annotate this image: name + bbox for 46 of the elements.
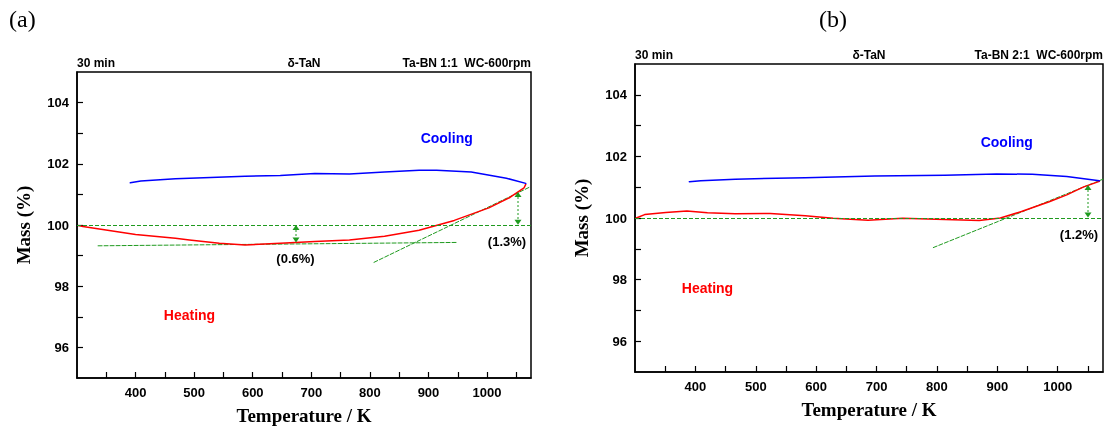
- text: Ta-BN 1:1 WC-600rpm: [402, 56, 531, 70]
- chart-title: (b): [819, 6, 847, 32]
- y-tick-label: 98: [54, 278, 69, 294]
- y-axis-title: Mass (%): [571, 178, 593, 258]
- text: δ-TaN: [852, 48, 886, 62]
- annotation: (0.6%): [276, 251, 315, 267]
- line-series: [688, 173, 1101, 183]
- series-label: Cooling: [980, 133, 1033, 150]
- x-tick-label: 500: [183, 385, 206, 400]
- x-tick-label: 500: [744, 379, 767, 394]
- text: δ-TaN: [287, 56, 321, 70]
- text: Ta-BN 2:1 WC-600rpm: [974, 48, 1103, 62]
- line-series: [129, 169, 527, 185]
- y-tick-label: 100: [47, 217, 69, 233]
- y-tick-label: 102: [47, 156, 69, 172]
- y-tick-label: 104: [605, 87, 628, 103]
- x-tick-label: 1000: [472, 385, 502, 400]
- x-tick-label: 900: [417, 385, 440, 400]
- y-tick-label: 104: [47, 95, 70, 111]
- text: 30 min: [635, 48, 674, 62]
- text: 30 min: [77, 56, 116, 70]
- x-tick-label: 800: [359, 385, 381, 400]
- annotation: (1.3%): [487, 233, 527, 249]
- chart-title: (a): [9, 6, 36, 32]
- text: Heating: [163, 306, 216, 323]
- x-tick-label: 700: [300, 385, 323, 400]
- x-axis-title: Temperature / K: [801, 399, 937, 420]
- y-tick-label: 96: [612, 333, 627, 349]
- y-tick-label: 102: [605, 148, 627, 164]
- x-tick-label: 600: [241, 385, 264, 400]
- x-tick-label: 400: [124, 385, 147, 400]
- y-tick-label: 96: [54, 339, 69, 355]
- x-tick-label: 800: [926, 379, 948, 394]
- y-tick-label: 98: [612, 272, 627, 288]
- x-tick-label: 700: [865, 379, 888, 394]
- x-tick-label: 600: [805, 379, 828, 394]
- x-tick-label: 1000: [1043, 379, 1073, 394]
- text: Heating: [681, 279, 734, 296]
- y-tick-label: 100: [605, 210, 627, 226]
- series-label: Cooling: [420, 130, 473, 147]
- x-axis-title: Temperature / K: [236, 405, 372, 426]
- line-series: [635, 180, 1101, 222]
- x-tick-label: 400: [684, 379, 707, 394]
- y-axis-title: Mass (%): [13, 185, 35, 265]
- x-tick-label: 900: [986, 379, 1009, 394]
- annotation: (1.2%): [1059, 226, 1099, 242]
